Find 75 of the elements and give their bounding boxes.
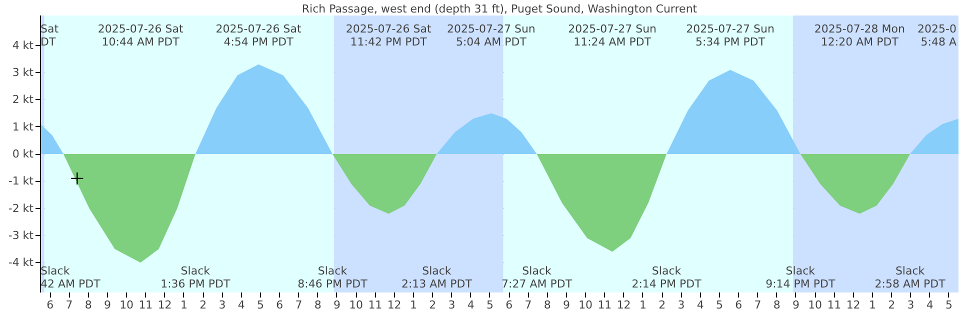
annotation: 2025-0 5:48 A: [918, 22, 957, 48]
x-tick-label: 7: [754, 298, 762, 312]
x-tick-label: 6: [276, 298, 284, 312]
x-tick-label: 10: [349, 298, 364, 312]
x-tick-label: 1: [410, 298, 417, 312]
x-tick-label: 5: [716, 298, 723, 312]
x-tick-label: 8: [773, 298, 780, 312]
annotation: 2025-07-27 Sun 5:04 AM PDT: [447, 22, 536, 48]
y-tick-label: -2 kt: [8, 202, 34, 215]
x-tick-label: 4: [926, 298, 934, 312]
x-tick-label: 11: [368, 298, 382, 312]
y-tick-label: 3 kt: [12, 66, 34, 80]
y-tick-label: 2 kt: [12, 93, 34, 106]
annotation: Slack 8:46 PM PDT: [298, 264, 368, 290]
y-tick-label: -4 kt: [8, 256, 34, 270]
annotation: Slack 2:14 PM PDT: [632, 264, 702, 290]
x-tick-label: 3: [678, 298, 685, 312]
x-tick-label: 12: [387, 298, 402, 312]
x-tick-label: 3: [448, 298, 456, 312]
x-tick-label: 10: [578, 298, 593, 312]
annotation: Slack 9:14 PM PDT: [766, 264, 836, 290]
x-tick-label: 10: [808, 298, 822, 312]
annotation: 2025-07-26 Sat 4:54 PM PDT: [216, 22, 302, 48]
x-tick-label: 9: [792, 298, 800, 312]
x-tick-label: 3: [218, 298, 226, 312]
x-tick-label: 7: [295, 298, 302, 312]
y-tick-label: -1 kt: [8, 174, 34, 188]
x-tick-label: 11: [138, 298, 153, 312]
x-tick-label: 2: [658, 298, 666, 312]
x-tick-label: 6: [46, 298, 54, 312]
x-tick-label: 4: [696, 298, 704, 312]
x-tick-label: 9: [104, 298, 111, 312]
x-tick-label: 1: [868, 298, 876, 312]
annotation: Slack 1:36 PM PDT: [160, 264, 231, 290]
annotation: 2025-07-27 Sun 5:34 PM PDT: [686, 22, 774, 48]
x-tick-label: 7: [524, 298, 532, 312]
annotation: 2025-07-28 Mon 12:20 AM PDT: [814, 22, 906, 48]
x-tick-label: 2: [888, 298, 896, 312]
x-tick-label: 5: [486, 298, 494, 312]
x-tick-label: 9: [562, 298, 570, 312]
x-tick-label: 1: [639, 298, 646, 312]
x-tick-label: 12: [616, 298, 631, 312]
x-tick-label: 9: [333, 298, 340, 312]
x-tick-label: 11: [598, 298, 612, 312]
x-tick-label: 4: [467, 298, 474, 312]
y-tick-label: 1 kt: [12, 120, 34, 134]
x-tick-label: 8: [544, 298, 551, 312]
annotation: Slack 2:13 AM PDT: [401, 264, 472, 290]
x-tick-label: 7: [66, 298, 73, 312]
x-tick-label: 2: [200, 298, 207, 312]
x-tick-label: 2: [429, 298, 436, 312]
y-tick-label: -3 kt: [8, 228, 34, 242]
annotation: 2025-07-27 Sun 11:24 AM PDT: [568, 22, 657, 48]
x-tick-label: 8: [84, 298, 92, 312]
x-tick-label: 12: [846, 298, 860, 312]
y-tick-label: 0 kt: [12, 148, 34, 160]
annotation: Slack 2:58 AM PDT: [874, 264, 946, 290]
x-tick-label: 8: [314, 298, 322, 312]
x-tick-label: 1: [180, 298, 188, 312]
annotation: Slack 42 AM PDT: [40, 264, 101, 290]
x-tick-label: 12: [158, 298, 172, 312]
chart-title: Rich Passage, west end (depth 31 ft), Puget Sound, Washington Current: [302, 2, 698, 16]
annotation: 2025-07-26 Sat 11:42 PM PDT: [346, 22, 432, 48]
annotation: Slack 7:27 AM PDT: [502, 264, 572, 290]
y-tick-label: 4 kt: [12, 38, 34, 52]
x-tick-label: 4: [238, 298, 245, 312]
annotation: Sat DT: [40, 22, 60, 48]
x-tick-label: 6: [506, 298, 513, 312]
x-tick-label: 11: [827, 298, 842, 312]
x-tick-label: 5: [256, 298, 264, 312]
x-tick-label: 3: [907, 298, 914, 312]
x-tick-label: 6: [735, 298, 742, 312]
annotation: 2025-07-26 Sat 10:44 AM PDT: [98, 22, 184, 48]
x-tick-label: 10: [120, 298, 134, 312]
x-tick-label: 5: [945, 298, 952, 312]
